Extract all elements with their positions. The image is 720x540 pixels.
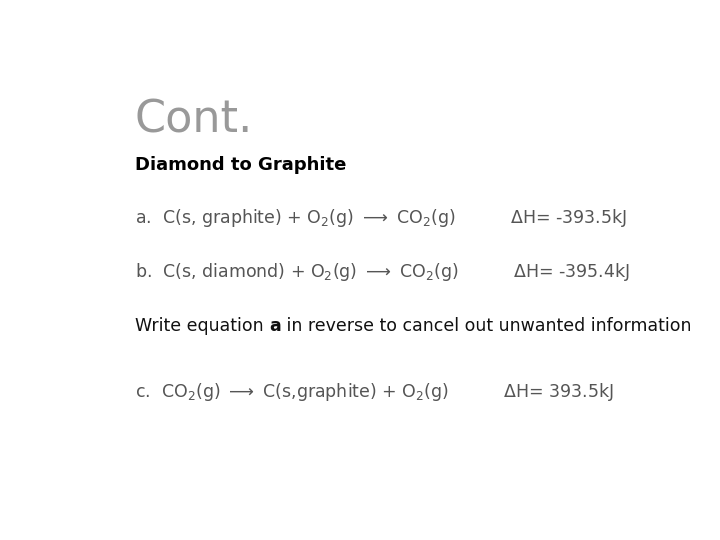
Text: c.  CO$_\mathregular{2}$(g) $\longrightarrow$ C(s,graphite) + O$_\mathregular{2}: c. CO$_\mathregular{2}$(g) $\longrightar… <box>135 381 613 403</box>
Text: Diamond to Graphite: Diamond to Graphite <box>135 156 346 174</box>
Text: a.  C(s, graphite) + O$_\mathregular{2}$(g) $\longrightarrow$ CO$_\mathregular{2: a. C(s, graphite) + O$_\mathregular{2}$(… <box>135 207 626 229</box>
Text: b.  C(s, diamond) + O$_\mathregular{2}$(g) $\longrightarrow$ CO$_\mathregular{2}: b. C(s, diamond) + O$_\mathregular{2}$(g… <box>135 261 630 283</box>
Text: Write equation: Write equation <box>135 317 269 335</box>
Text: Cont.: Cont. <box>135 98 253 141</box>
Text: a: a <box>269 317 281 335</box>
Text: in reverse to cancel out unwanted information: in reverse to cancel out unwanted inform… <box>281 317 691 335</box>
